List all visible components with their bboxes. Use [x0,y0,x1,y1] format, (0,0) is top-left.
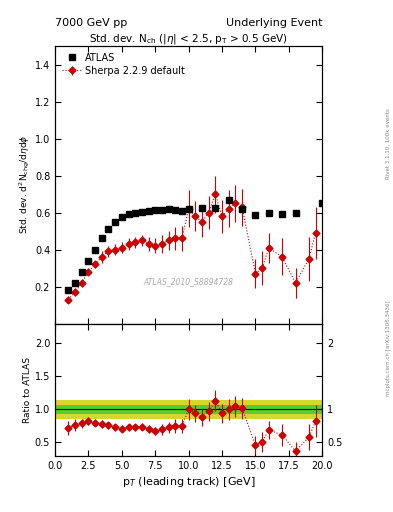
ATLAS [240,206,244,212]
ATLAS [153,207,158,213]
Text: Rivet 3.1.10, 100k events: Rivet 3.1.10, 100k events [386,108,391,179]
ATLAS [226,197,231,203]
Title: Std. dev. N$_{\rm ch}$ ($|\eta|$ < 2.5, p$_{\rm T}$ > 0.5 GeV): Std. dev. N$_{\rm ch}$ ($|\eta|$ < 2.5, … [89,32,288,46]
ATLAS [79,269,84,275]
ATLAS [160,207,164,213]
Y-axis label: Std. dev. d$^{2}$N$_{\rm chg}$/d$\eta$d$\phi$: Std. dev. d$^{2}$N$_{\rm chg}$/d$\eta$d$… [18,135,32,234]
ATLAS [133,209,138,216]
ATLAS [173,207,178,213]
ATLAS [186,206,191,212]
Text: ATLAS_2010_S8894728: ATLAS_2010_S8894728 [143,278,234,286]
ATLAS [166,206,171,212]
ATLAS [93,246,97,252]
Text: mcplots.cern.ch [arXiv:1306.3436]: mcplots.cern.ch [arXiv:1306.3436] [386,301,391,396]
Legend: ATLAS, Sherpa 2.2.9 default: ATLAS, Sherpa 2.2.9 default [60,51,187,78]
ATLAS [320,200,325,206]
ATLAS [146,208,151,214]
ATLAS [213,205,218,211]
ATLAS [253,212,258,219]
Y-axis label: Ratio to ATLAS: Ratio to ATLAS [23,357,32,422]
ATLAS [293,209,298,216]
ATLAS [180,208,184,214]
Text: Underlying Event: Underlying Event [226,18,322,28]
ATLAS [140,208,144,215]
Bar [55,405,322,414]
ATLAS [66,287,71,293]
ATLAS [266,210,271,217]
ATLAS [200,205,204,211]
ATLAS [113,219,118,225]
ATLAS [106,226,111,232]
Text: 7000 GeV pp: 7000 GeV pp [55,18,127,28]
Bar [55,399,322,419]
Line: ATLAS: ATLAS [65,197,325,293]
X-axis label: p$_{T}$ (leading track) [GeV]: p$_{T}$ (leading track) [GeV] [122,475,255,489]
ATLAS [126,211,131,218]
ATLAS [86,258,91,264]
ATLAS [73,280,77,286]
ATLAS [99,236,104,242]
ATLAS [280,211,285,218]
ATLAS [119,214,124,220]
